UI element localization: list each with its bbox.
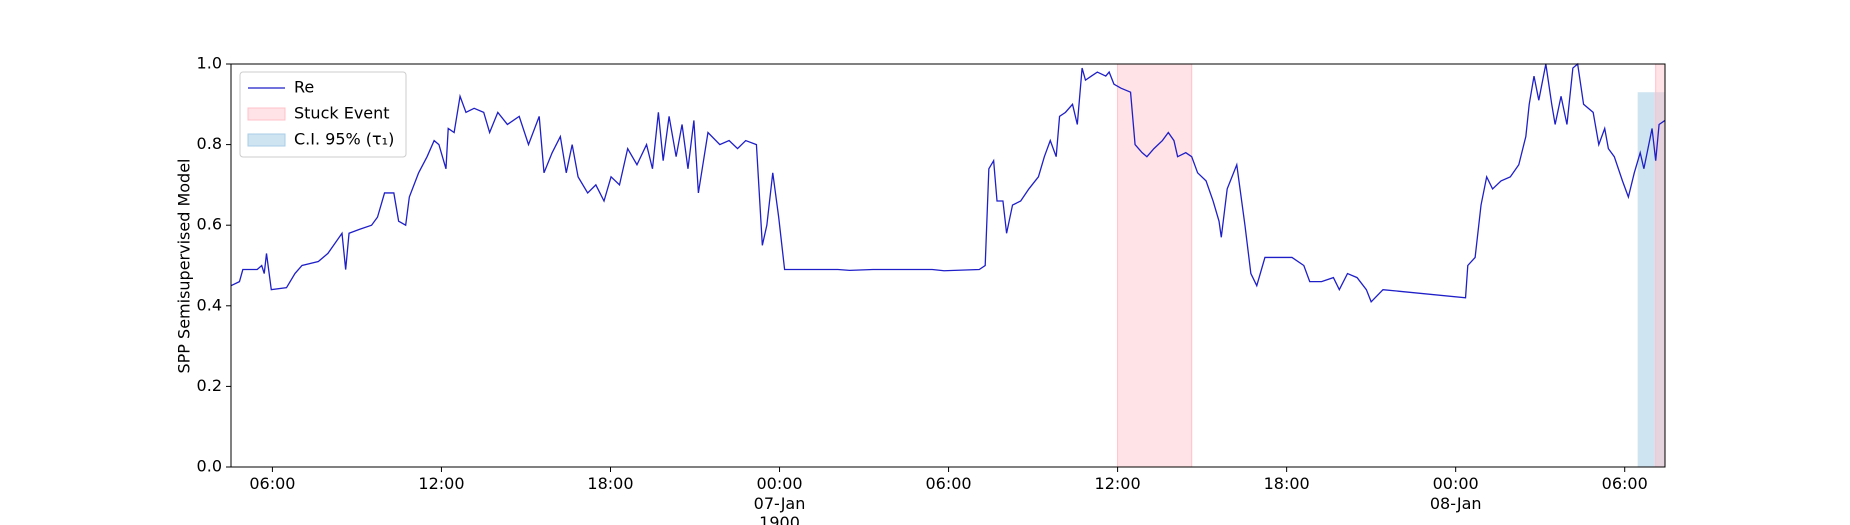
legend-swatch [247, 107, 286, 121]
y-axis-label: SPP Semisupervised Model [175, 159, 194, 374]
y-tick-label: 0.4 [197, 295, 222, 314]
x-tick-label: 12:00 [1095, 474, 1141, 493]
y-tick-label: 0.6 [197, 215, 222, 234]
line-series [230, 62, 1666, 303]
legend-label: Re [294, 78, 314, 97]
x-tick-label: 00:00 [756, 474, 802, 493]
confidence-band [1637, 92, 1665, 468]
y-tick-label: 0.8 [197, 134, 222, 153]
x-tick-label: 06:00 [926, 474, 972, 493]
stuck-event-span [1117, 63, 1193, 468]
legend-label: Stuck Event [294, 104, 390, 123]
x-date-label: 08-Jan [1430, 494, 1482, 513]
y-tick-label: 0.2 [197, 376, 222, 395]
legend-label: C.I. 95% (τ₁) [294, 130, 394, 149]
x-tick-label: 18:00 [1264, 474, 1310, 493]
x-tick-label: 06:00 [1602, 474, 1648, 493]
x-tick-label: 12:00 [418, 474, 464, 493]
x-tick-label: 18:00 [587, 474, 633, 493]
legend-swatch [247, 133, 286, 147]
x-tick-label: 00:00 [1433, 474, 1479, 493]
x-date-label: 07-Jan [754, 494, 806, 513]
stuck-event-span [1655, 63, 1666, 468]
y-tick-label: 0.0 [197, 457, 222, 476]
x-date-label: 1900 [759, 513, 800, 525]
plot-frame [230, 63, 1666, 468]
y-tick-label: 1.0 [197, 54, 222, 73]
x-tick-label: 06:00 [249, 474, 295, 493]
